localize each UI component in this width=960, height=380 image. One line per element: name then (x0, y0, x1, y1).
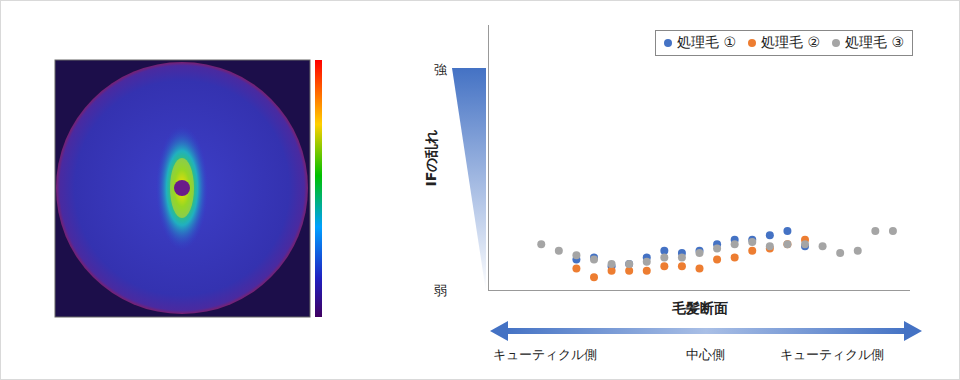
html-text:処理毛 ①: 処理毛 ① (677, 34, 736, 50)
html-text:キューティクル側: キューティクル側 (493, 347, 597, 362)
html-text:毛髪断面: 毛髪断面 (672, 300, 728, 316)
svg-text:IFの乱れ: IFの乱れ (423, 130, 439, 187)
html-text:キューティクル側: キューティクル側 (780, 347, 884, 362)
svg-text:強: 強 (434, 62, 447, 77)
svg-text:弱: 弱 (434, 283, 447, 298)
html-text:処理毛 ②: 処理毛 ② (761, 34, 820, 50)
html-text:中心側: 中心側 (685, 347, 725, 362)
html-text:処理毛 ③: 処理毛 ③ (845, 34, 904, 50)
